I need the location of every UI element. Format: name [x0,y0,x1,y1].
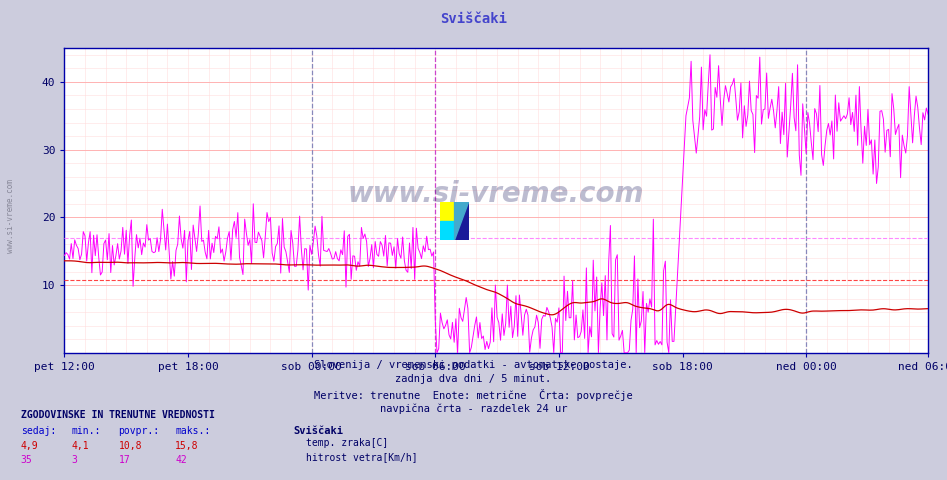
Text: zadnja dva dni / 5 minut.: zadnja dva dni / 5 minut. [396,374,551,384]
Text: 42: 42 [175,455,187,465]
Text: hitrost vetra[Km/h]: hitrost vetra[Km/h] [306,452,418,462]
Polygon shape [455,202,469,240]
Polygon shape [455,202,469,240]
Text: 10,8: 10,8 [118,441,142,451]
Text: Sviščaki: Sviščaki [294,426,344,436]
Text: www.si-vreme.com: www.si-vreme.com [348,180,645,208]
Text: 4,9: 4,9 [21,441,39,451]
Text: Slovenija / vremenski podatki - avtomatske postaje.: Slovenija / vremenski podatki - avtomats… [314,360,633,370]
Text: maks.:: maks.: [175,426,210,436]
Text: ZGODOVINSKE IN TRENUTNE VREDNOSTI: ZGODOVINSKE IN TRENUTNE VREDNOSTI [21,410,215,420]
Text: navpična črta - razdelek 24 ur: navpična črta - razdelek 24 ur [380,403,567,414]
Text: 3: 3 [71,455,77,465]
Text: Meritve: trenutne  Enote: metrične  Črta: povprečje: Meritve: trenutne Enote: metrične Črta: … [314,389,633,401]
Text: 15,8: 15,8 [175,441,199,451]
Text: Sviščaki: Sviščaki [440,12,507,26]
Text: www.si-vreme.com: www.si-vreme.com [6,179,15,253]
Text: 35: 35 [21,455,32,465]
Text: temp. zraka[C]: temp. zraka[C] [306,438,388,448]
Text: 4,1: 4,1 [71,441,89,451]
Text: sedaj:: sedaj: [21,426,56,436]
Bar [440,202,455,221]
Text: povpr.:: povpr.: [118,426,159,436]
Bar [440,221,455,240]
Text: 17: 17 [118,455,130,465]
Text: min.:: min.: [71,426,100,436]
